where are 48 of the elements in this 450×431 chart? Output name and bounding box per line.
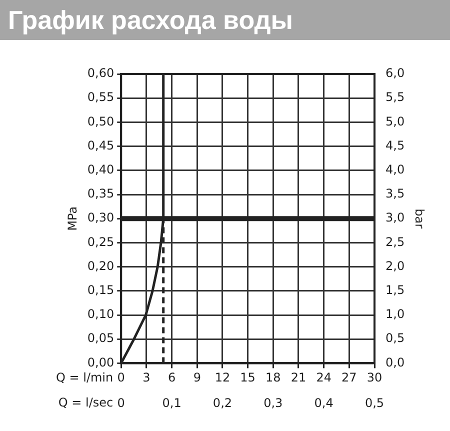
y-tick-label: 0,50 bbox=[87, 114, 114, 128]
y2-tick-label: 6,0 bbox=[386, 66, 405, 80]
y-tick-label: 0,15 bbox=[87, 283, 114, 298]
x-tick-label: 9 bbox=[193, 370, 201, 385]
y2-tick-label: 2,0 bbox=[386, 258, 405, 273]
y-tick-label: 0,60 bbox=[87, 66, 114, 80]
y-tick-label: 0,25 bbox=[87, 234, 114, 249]
y-tick-label: 0,00 bbox=[87, 355, 114, 370]
y2-tick-label: 3,5 bbox=[386, 186, 405, 201]
y-tick-label: 0,45 bbox=[87, 138, 114, 152]
y2-tick-label: 5,0 bbox=[386, 114, 405, 128]
x2-tick-label: 0 bbox=[117, 396, 125, 410]
x-tick-label: 3 bbox=[142, 370, 150, 385]
y2-tick-label: 1,5 bbox=[386, 283, 405, 298]
y2-tick-label: 0,0 bbox=[386, 355, 405, 370]
x-tick-label: 15 bbox=[240, 370, 256, 385]
y-tick-label: 0,35 bbox=[87, 186, 114, 201]
x-tick-label: 24 bbox=[316, 370, 332, 385]
x2-tick-label: 0,2 bbox=[212, 396, 232, 410]
x-tick-label: 0 bbox=[117, 370, 125, 385]
x-tick-label: 6 bbox=[168, 370, 176, 385]
y-tick-label: 0,55 bbox=[87, 90, 114, 104]
y-tick-label: 0,30 bbox=[87, 210, 114, 225]
y2-tick-label: 0,5 bbox=[386, 331, 405, 346]
y2-tick-label: 5,5 bbox=[386, 90, 405, 104]
y2-tick-label: 2,5 bbox=[386, 234, 405, 249]
y2-tick-label: 4,0 bbox=[386, 162, 405, 177]
y-axis-title: MPa bbox=[65, 206, 80, 231]
y-tick-label: 0,40 bbox=[87, 162, 114, 177]
y2-tick-label: 4,5 bbox=[386, 138, 405, 152]
y2-tick-label: 1,0 bbox=[386, 307, 405, 322]
y-tick-label: 0,05 bbox=[87, 331, 114, 346]
y-tick-label: 0,20 bbox=[87, 258, 114, 273]
x-tick-label: 30 bbox=[366, 370, 382, 385]
y-tick-label: 0,10 bbox=[87, 307, 114, 322]
x-tick-label: 21 bbox=[290, 370, 306, 385]
x-tick-label: 18 bbox=[266, 370, 281, 385]
chart-title: График расхода воды bbox=[0, 0, 450, 40]
x-tick-label: 27 bbox=[342, 370, 357, 385]
x2-tick-label: 0,4 bbox=[314, 396, 334, 410]
x2-tick-label: 0,5 bbox=[364, 396, 384, 410]
x2-axis-title: Q = l/sec bbox=[58, 396, 114, 410]
x-axis-title: Q = l/min bbox=[56, 370, 114, 384]
x-tick-label: 12 bbox=[214, 370, 230, 385]
x2-tick-label: 0,3 bbox=[264, 396, 283, 410]
y2-axis-title: bar bbox=[412, 208, 427, 229]
y2-tick-label: 3,0 bbox=[386, 210, 405, 225]
x2-tick-label: 0,1 bbox=[162, 396, 182, 410]
